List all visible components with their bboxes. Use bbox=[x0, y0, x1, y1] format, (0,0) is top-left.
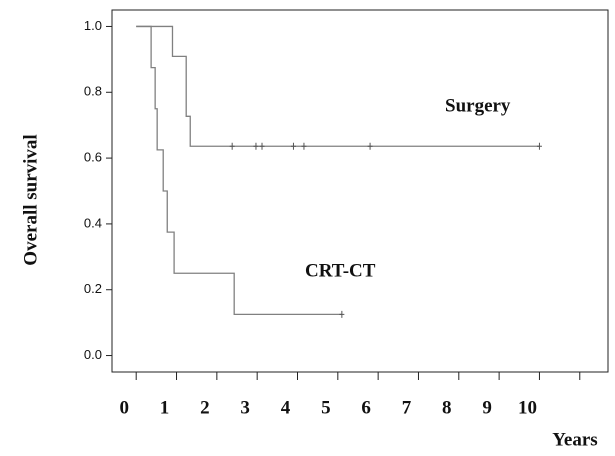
x-tick-label: 5 bbox=[321, 397, 331, 418]
censor-mark bbox=[301, 142, 307, 150]
x-tick-label: 0 bbox=[119, 397, 129, 418]
x-tick-label: 9 bbox=[482, 397, 492, 418]
censor-mark bbox=[259, 142, 265, 150]
survival-curve bbox=[136, 25, 342, 316]
censor-mark bbox=[339, 310, 345, 318]
x-tick-label: 3 bbox=[240, 397, 250, 418]
censor-mark bbox=[253, 142, 259, 150]
x-tick-label: 10 bbox=[518, 397, 537, 418]
x-tick-label: 1 bbox=[160, 397, 170, 418]
x-tick-label: 6 bbox=[361, 397, 371, 418]
y-axis-label: Overall survival bbox=[20, 134, 41, 265]
x-tick-label: 4 bbox=[281, 397, 291, 418]
x-tick-label: 2 bbox=[200, 397, 210, 418]
censor-mark bbox=[290, 142, 296, 150]
x-tick-label: 8 bbox=[442, 397, 452, 418]
y-tick-label: 0.4 bbox=[84, 215, 102, 230]
y-tick-label: 0.0 bbox=[84, 347, 102, 362]
series-label: Surgery bbox=[445, 95, 511, 116]
y-tick-label: 1.0 bbox=[84, 18, 102, 33]
censor-mark bbox=[367, 142, 373, 150]
plot-frame bbox=[111, 9, 609, 373]
survival-curve bbox=[136, 25, 540, 147]
y-tick-label: 0.8 bbox=[84, 84, 102, 99]
censor-mark bbox=[229, 142, 235, 150]
censor-mark bbox=[536, 142, 542, 150]
y-tick-label: 0.2 bbox=[84, 281, 102, 296]
x-axis-label: Years bbox=[552, 429, 597, 450]
series-label: CRT-CT bbox=[305, 260, 376, 281]
y-tick-label: 0.6 bbox=[84, 150, 102, 165]
x-tick-label: 7 bbox=[402, 397, 412, 418]
